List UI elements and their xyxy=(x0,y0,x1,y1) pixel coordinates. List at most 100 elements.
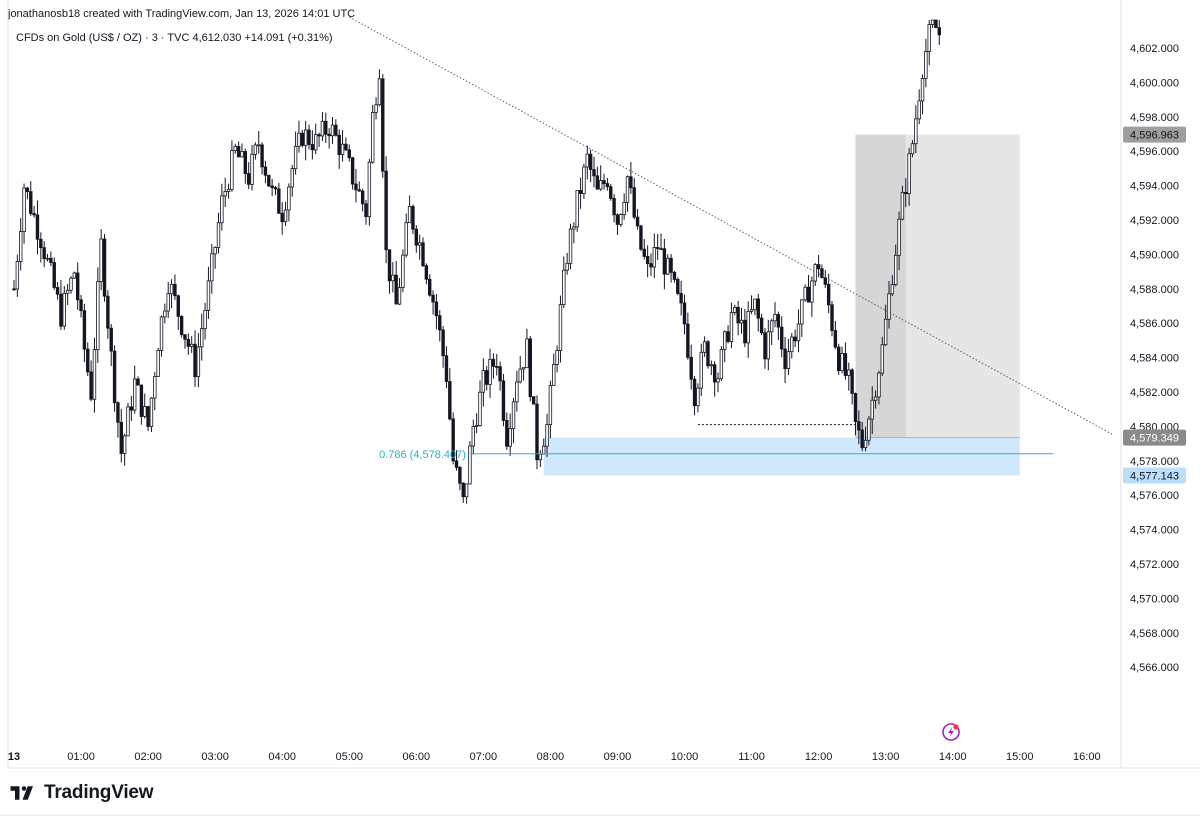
candle-body xyxy=(35,214,40,240)
candle-body xyxy=(438,315,442,331)
price-axis-tick: 4,596.000 xyxy=(1130,146,1179,158)
candle-body xyxy=(820,268,824,279)
lightning-alert-icon[interactable] xyxy=(942,723,960,741)
candle-body xyxy=(857,421,861,431)
candle-body xyxy=(371,111,375,163)
candle-body xyxy=(119,421,123,454)
candle-body xyxy=(357,189,362,192)
candle-body xyxy=(126,406,130,437)
candle-body xyxy=(686,323,690,358)
candle-body xyxy=(220,195,224,224)
candle-body xyxy=(253,144,258,155)
candle-body xyxy=(55,287,60,295)
candle-body xyxy=(146,406,150,427)
candle-body xyxy=(582,166,586,194)
candle-body xyxy=(568,228,573,264)
symbol-legend[interactable]: CFDs on Gold (US$ / OZ) · 3 · TVC 4,612.… xyxy=(16,32,333,44)
candle-body xyxy=(927,24,931,52)
candle-body xyxy=(840,353,844,372)
candle-body xyxy=(749,309,754,312)
candle-body xyxy=(116,402,120,423)
candle-body xyxy=(498,366,502,382)
tradingview-logo[interactable]: TradingView xyxy=(10,782,154,804)
candle-body xyxy=(19,231,23,262)
candle-body xyxy=(622,202,626,215)
candle-body xyxy=(555,350,559,365)
price-axis-tick: 4,578.000 xyxy=(1130,456,1179,468)
time-axis-tick: 15:00 xyxy=(1006,751,1034,763)
trendline[interactable] xyxy=(349,16,1114,436)
candle-body xyxy=(709,364,714,367)
candle-body xyxy=(267,174,271,187)
candle-body xyxy=(790,336,794,353)
candle-body xyxy=(59,293,63,327)
candle-body xyxy=(230,150,234,190)
candle-body xyxy=(699,351,703,389)
candle-body xyxy=(887,293,891,320)
last-price: 4,612.030 xyxy=(192,32,242,44)
candle-body xyxy=(565,262,569,271)
price-axis-tick: 4,594.000 xyxy=(1130,181,1179,193)
candle-body xyxy=(243,151,248,175)
candle-body xyxy=(605,183,610,188)
price-badge xyxy=(1123,126,1186,143)
candle-body xyxy=(521,367,526,370)
candle-body xyxy=(538,453,543,461)
candle-body xyxy=(609,186,613,199)
candle-body xyxy=(696,387,700,407)
time-axis-tick: 10:00 xyxy=(671,751,699,763)
candle-body xyxy=(397,287,402,305)
candle-body xyxy=(79,299,83,312)
candle-body xyxy=(354,183,358,191)
candle-body xyxy=(733,306,737,313)
candle-body xyxy=(823,277,828,285)
demand-zone[interactable] xyxy=(543,437,1020,476)
price-badge-label: 4,577.143 xyxy=(1130,471,1179,483)
candle-body xyxy=(642,248,646,257)
candle-body xyxy=(914,118,918,145)
candle-body xyxy=(236,145,241,158)
candle-body xyxy=(233,145,237,152)
candle-body xyxy=(96,281,100,350)
candle-body xyxy=(203,310,207,330)
candle-body xyxy=(780,326,784,350)
candle-body xyxy=(863,439,868,449)
candle-body xyxy=(769,320,774,333)
candle-body xyxy=(924,51,928,79)
candle-body xyxy=(404,222,408,256)
candle-body xyxy=(598,180,603,190)
fib-level-label: 0.786 (4,578.407) xyxy=(379,449,466,461)
time-axis-tick: 06:00 xyxy=(403,751,431,763)
candle-body xyxy=(277,188,281,214)
candle-body xyxy=(132,378,137,411)
candle-body xyxy=(337,134,341,156)
time-axis-tick: 02:00 xyxy=(134,751,162,763)
candle-body xyxy=(122,435,127,454)
time-axis-tick: 05:00 xyxy=(335,751,363,763)
candle-body xyxy=(545,424,549,447)
candle-body xyxy=(99,238,103,283)
candle-body xyxy=(786,351,791,370)
candle-body xyxy=(505,420,509,447)
candle-body xyxy=(518,368,522,383)
candle-body xyxy=(102,238,107,297)
price-axis-tick: 4,602.000 xyxy=(1130,43,1179,55)
candle-body xyxy=(454,460,459,468)
candle-body xyxy=(156,349,160,377)
time-axis-tick: 13:00 xyxy=(872,751,900,763)
candle-body xyxy=(347,149,351,159)
candle-body xyxy=(739,319,744,324)
candle-body xyxy=(320,120,325,137)
candle-body xyxy=(324,120,328,135)
candle-body xyxy=(25,187,30,192)
candle-body xyxy=(635,216,640,227)
candle-body xyxy=(384,170,388,251)
candle-body xyxy=(853,393,858,423)
candle-body xyxy=(29,191,33,214)
candle-body xyxy=(136,378,140,386)
candle-body xyxy=(806,286,811,303)
chart-credit: jonathanosb18 created with TradingView.c… xyxy=(8,8,356,20)
price-axis-tick: 4,566.000 xyxy=(1130,662,1179,674)
candle-body xyxy=(592,169,596,177)
